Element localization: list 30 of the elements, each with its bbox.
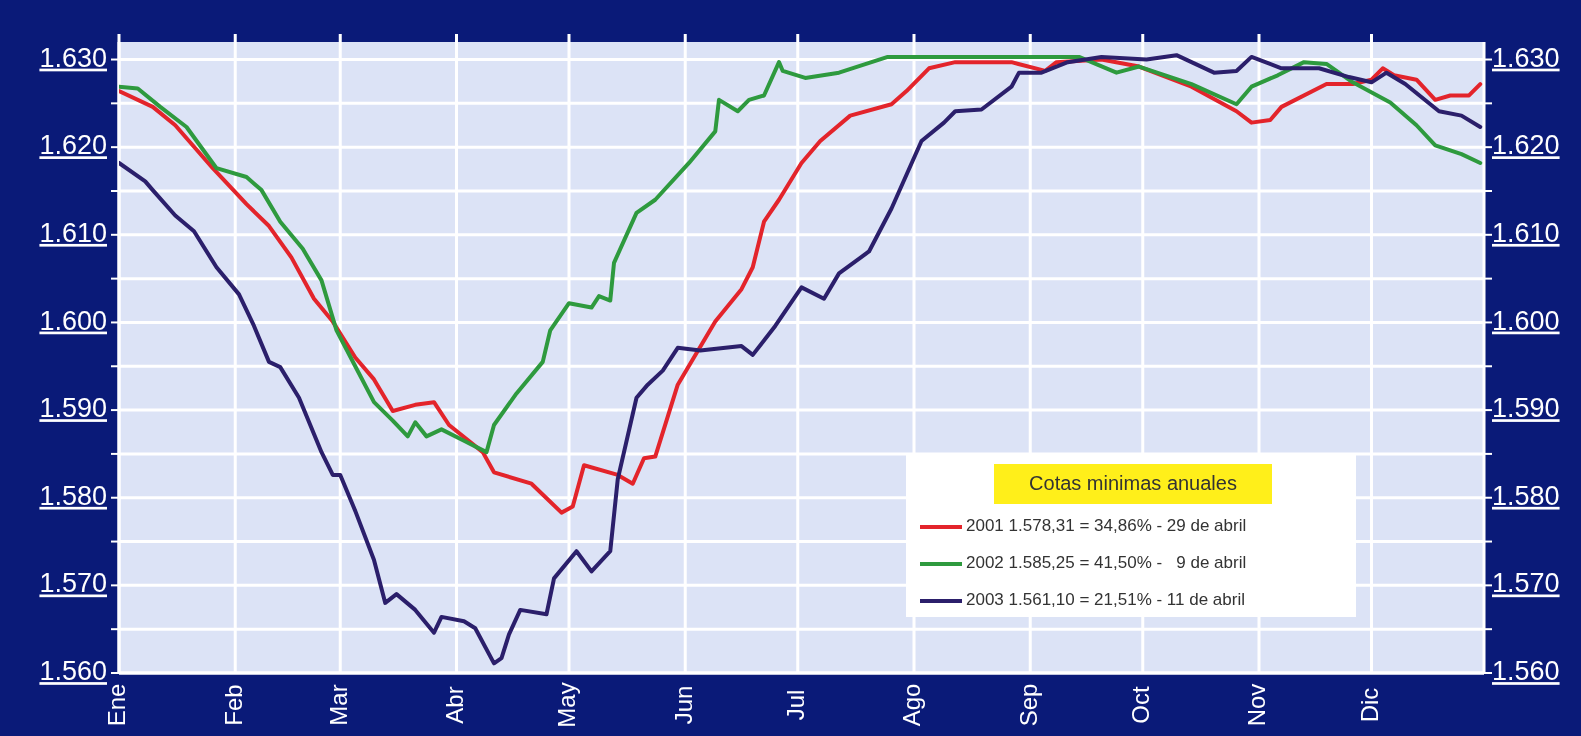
y-tick-label: 1.610	[39, 217, 107, 248]
x-tick-label: Jul	[782, 689, 810, 721]
legend-label: 2001 1.578,31 = 34,86% - 29 de abril	[966, 516, 1247, 536]
y-tick-label: 1.630	[39, 42, 107, 73]
x-tick-label: Abr	[440, 686, 468, 724]
legend-label: 2002 1.585,25 = 41,50% - 9 de abril	[966, 553, 1247, 573]
y2-tick-label: 1.600	[1492, 305, 1560, 336]
y2-tick-label: 1.590	[1492, 393, 1560, 424]
y-tick-label: 1.600	[39, 305, 107, 336]
x-tick-label: Mar	[324, 684, 352, 726]
y2-tick-label: 1.570	[1492, 568, 1560, 599]
legend-label: 2003 1.561,10 = 21,51% - 11 de abril	[966, 590, 1245, 610]
y2-tick-label: 1.610	[1492, 217, 1560, 248]
y2-tick-label: 1.620	[1492, 130, 1560, 161]
y-tick-label: 1.580	[39, 480, 107, 511]
y2-tick-label: 1.560	[1492, 656, 1560, 687]
x-tick-label: May	[553, 682, 581, 728]
x-tick-label: Sep	[1014, 683, 1042, 727]
y-tick-label: 1.590	[39, 393, 107, 424]
y2-tick-label: 1.630	[1492, 42, 1560, 73]
y2-tick-label: 1.580	[1492, 480, 1560, 511]
y-tick-label: 1.570	[39, 568, 107, 599]
y-tick-label: 1.620	[39, 130, 107, 161]
legend-title: Cotas minimas anuales	[1029, 472, 1237, 495]
x-tick-label: Jun	[669, 685, 697, 725]
x-tick-label: Ago	[898, 683, 926, 727]
x-tick-label: Feb	[219, 684, 247, 726]
x-tick-label: Nov	[1243, 683, 1271, 727]
x-tick-label: Oct	[1127, 686, 1155, 724]
x-tick-label: Dic	[1355, 687, 1383, 723]
